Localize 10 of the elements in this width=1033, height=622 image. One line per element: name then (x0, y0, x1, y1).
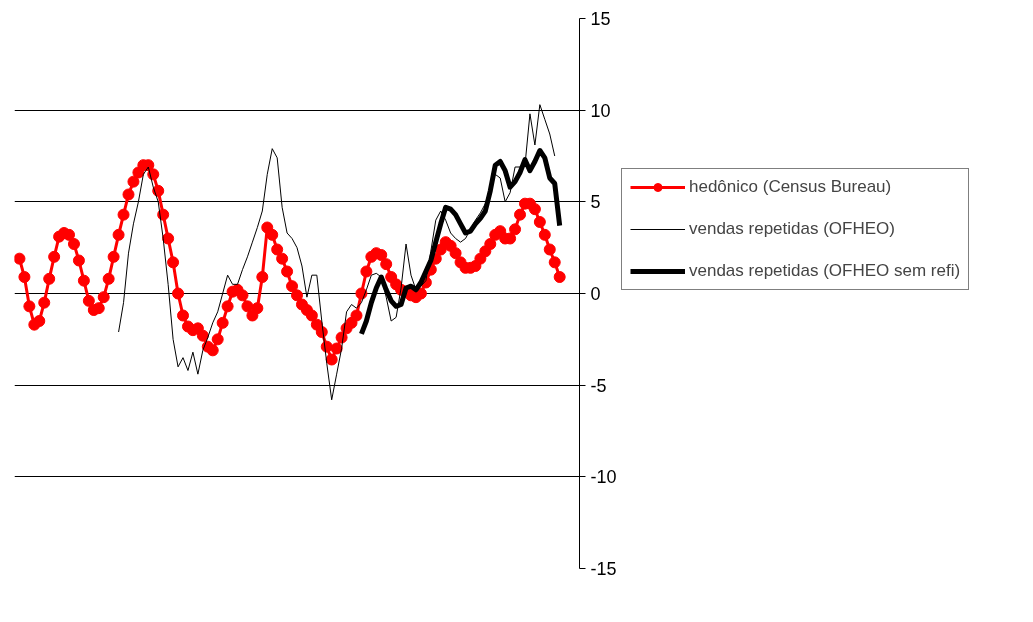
legend-label: vendas repetidas (OFHEO sem refi) (689, 261, 961, 281)
y-tick-label: 10 (590, 100, 611, 121)
y-tick-label: 0 (590, 284, 601, 304)
y-tick-label: -15 (590, 559, 617, 579)
legend-label: vendas repetidas (OFHEO) (689, 219, 895, 239)
y-tick-label: 5 (590, 192, 601, 213)
y-tick-label: 15 (590, 9, 611, 29)
y-tick-label: -5 (590, 375, 607, 396)
y-tick-label: -10 (590, 467, 617, 488)
legend-label: hedônico (Census Bureau) (689, 177, 892, 197)
